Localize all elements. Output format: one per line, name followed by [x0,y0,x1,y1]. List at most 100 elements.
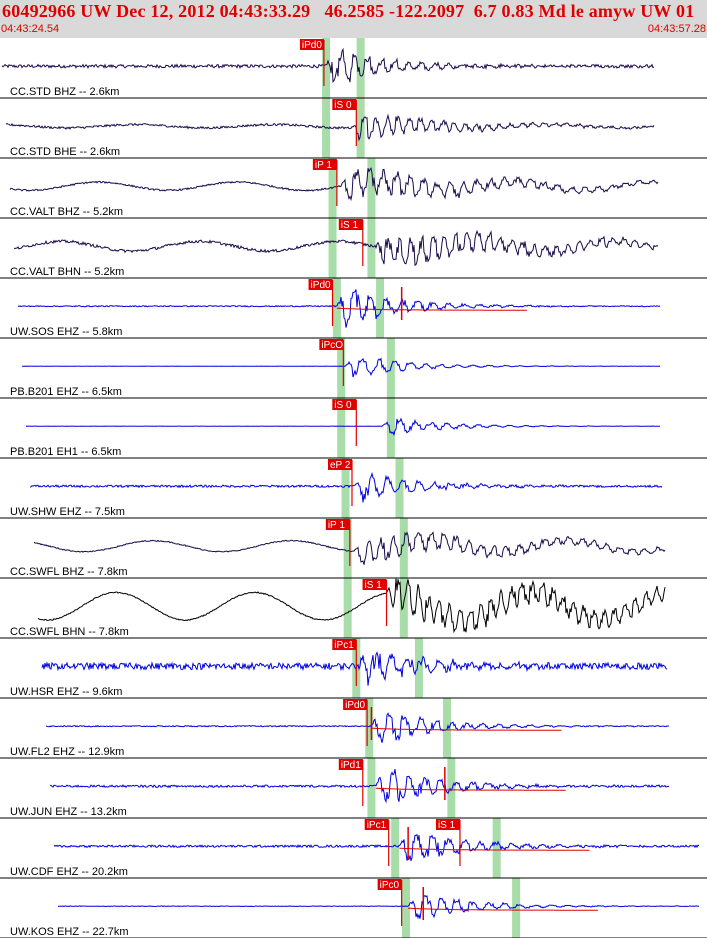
pick-label[interactable]: iPd0 [345,700,365,711]
theoretical-arrival-band [328,218,337,278]
trace-waveform [58,894,700,920]
theoretical-arrival-band [332,278,341,338]
pick-flag[interactable] [332,99,357,110]
trace-label: CC.VALT BHN -- 5.2km [10,266,124,278]
event-header: 60492966 UW Dec 12, 2012 04:43:33.29 46.… [0,0,707,38]
trace-waveform [13,229,659,266]
trace-label: UW.CDF EHZ -- 20.2km [10,866,128,878]
trace-waveform [25,417,660,437]
trace-waveform [17,289,661,328]
theoretical-arrival-band [399,578,408,638]
pick-flag[interactable] [332,639,357,650]
pick-label[interactable]: iS 1 [438,820,456,831]
trace-10: iPc1 UW.HSR EHZ -- 9.6km [0,639,707,699]
trace-label: UW.SHW EHZ -- 7.5km [10,506,125,518]
trace-9: iS 1 CC.SWFL BHN -- 7.8km [0,578,707,639]
pick-label[interactable]: iPc0 [380,880,400,891]
theoretical-arrival-band [399,518,408,578]
theoretical-arrival-band [367,158,376,218]
theoretical-arrival-bands [322,38,521,938]
trace-waveform [49,768,670,804]
trace-label: CC.STD BHE -- 2.6km [10,146,120,158]
theoretical-arrival-band [447,758,456,818]
pick-flag[interactable] [362,579,387,590]
seismogram-plot: iPd0 CC.STD BHZ -- 2.6km iS 0 CC.STD BHE --… [0,38,707,938]
pick-flag[interactable] [319,339,344,350]
theoretical-arrival-band [341,458,350,518]
trace-waveform [45,712,670,743]
pick-flag[interactable] [338,219,363,230]
pick-label[interactable]: iPd0 [302,40,322,51]
trace-waveform [37,578,666,634]
theoretical-arrival-band [367,758,376,818]
theoretical-arrival-band [343,518,352,578]
synthetic-coda [399,847,590,851]
start-time-label: 04:43:24.54 [1,23,60,35]
pick-flag[interactable] [327,459,352,470]
pick-label[interactable]: iS 0 [334,400,352,411]
pick-flag[interactable] [308,279,333,290]
pick-label[interactable]: iP 1 [328,520,345,531]
event-title: 60492966 UW Dec 12, 2012 04:43:33.29 46.… [2,1,707,21]
synthetic-coda [371,727,562,731]
pick-flag[interactable] [332,399,357,410]
trace-waveform [1,47,655,84]
trace-waveform [21,357,661,378]
trace-0: iPd0 CC.STD BHZ -- 2.6km [0,39,707,99]
trace-11: iPd0 UW.FL2 EHZ -- 12.9km [0,699,707,759]
theoretical-arrival-band [386,398,395,458]
trace-waveform [53,833,700,861]
trace-7: eP 2 UW.SHW EHZ -- 7.5km [0,459,707,519]
synthetic-coda [375,787,566,791]
trace-4: iPd0 UW.SOS EHZ -- 5.8km [0,279,707,339]
trace-13: iPc1 iS 1 UW.CDF EHZ -- 20.2km [0,819,707,879]
pick-label[interactable]: iS 1 [365,580,383,591]
theoretical-arrival-band [492,818,501,878]
end-time-label: 04:43:57.28 [647,23,706,35]
trace-label: CC.STD BHZ -- 2.6km [10,86,119,98]
pick-flag[interactable] [325,519,350,530]
trace-label: UW.JUN EHZ -- 13.2km [10,806,127,818]
theoretical-arrival-band [391,818,400,878]
pick-label[interactable]: iS 1 [341,220,359,231]
theoretical-arrival-band [376,278,385,338]
pick-label[interactable]: iPcO [321,340,343,351]
pick-flag[interactable] [364,819,389,830]
trace-label: UW.SOS EHZ -- 5.8km [10,326,122,338]
trace-8: iP 1 CC.SWFL BHZ -- 7.8km [0,519,707,579]
pick-flag[interactable] [299,39,324,50]
pick-label[interactable]: iS 0 [334,100,352,111]
trace-label: CC.SWFL BHZ -- 7.8km [10,566,128,578]
theoretical-arrival-band [356,98,365,158]
pick-flag[interactable] [338,759,363,770]
theoretical-arrival-band [395,458,404,518]
trace-14: iPc0 UW.KOS EHZ -- 22.7km [0,879,707,938]
synthetic-coda [408,907,599,911]
pick-label[interactable]: iPd1 [341,760,361,771]
pick-label[interactable]: iP 1 [315,160,332,171]
pick-flag[interactable] [312,159,337,170]
theoretical-arrival-band [512,878,521,938]
pick-label[interactable]: iPc1 [367,820,387,831]
trace-label: UW.HSR EHZ -- 9.6km [10,686,122,698]
pick-flag[interactable] [343,699,368,710]
theoretical-arrival-band [365,698,374,758]
pick-label[interactable]: iPc1 [334,640,354,651]
trace-5: iPcO PB.B201 EHZ -- 6.5km [0,339,707,399]
pick-flag[interactable] [377,879,402,890]
trace-label: PB.B201 EHZ -- 6.5km [10,386,122,398]
trace-label: PB.B201 EH1 -- 6.5km [10,446,121,458]
trace-label: UW.KOS EHZ -- 22.7km [10,926,129,938]
theoretical-arrival-band [356,38,365,98]
trace-waveform [29,471,663,503]
trace-label: CC.VALT BHZ -- 5.2km [10,206,123,218]
pick-label[interactable]: iPd0 [311,280,331,291]
trace-2: iP 1 CC.VALT BHZ -- 5.2km [0,159,707,219]
trace-6: iS 0 PB.B201 EH1 -- 6.5km [0,399,707,459]
pick-flag[interactable] [435,819,460,830]
trace-label: CC.SWFL BHN -- 7.8km [10,626,129,638]
trace-label: UW.FL2 EHZ -- 12.9km [10,746,124,758]
theoretical-arrival-band [337,398,346,458]
pick-label[interactable]: eP 2 [330,460,351,471]
trace-waveform [5,113,655,142]
